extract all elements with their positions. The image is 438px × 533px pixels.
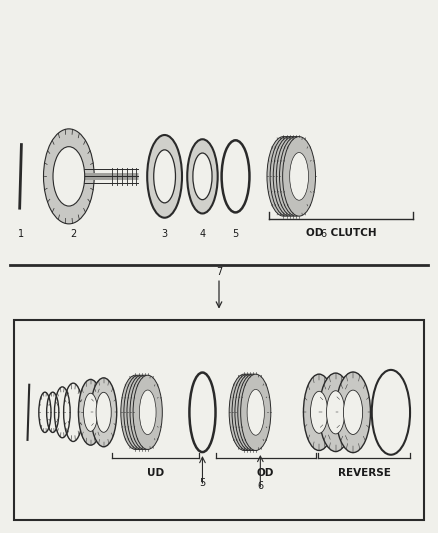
Ellipse shape <box>336 372 371 453</box>
Text: 5: 5 <box>199 478 205 488</box>
Ellipse shape <box>267 136 300 216</box>
Ellipse shape <box>286 152 305 200</box>
Ellipse shape <box>193 153 212 200</box>
Ellipse shape <box>238 374 268 450</box>
Text: OD  CLUTCH: OD CLUTCH <box>306 228 376 238</box>
Ellipse shape <box>96 392 111 432</box>
Ellipse shape <box>283 136 315 216</box>
Ellipse shape <box>273 136 306 216</box>
Ellipse shape <box>311 391 328 433</box>
Ellipse shape <box>53 147 85 206</box>
Ellipse shape <box>276 136 309 216</box>
Text: 7: 7 <box>216 267 222 277</box>
Ellipse shape <box>304 374 335 450</box>
Ellipse shape <box>236 390 253 435</box>
Text: 3: 3 <box>162 229 168 239</box>
Ellipse shape <box>121 375 150 449</box>
Text: OD: OD <box>257 468 274 478</box>
Text: 6: 6 <box>257 481 263 491</box>
Ellipse shape <box>244 390 261 435</box>
Ellipse shape <box>343 390 363 434</box>
Text: UD: UD <box>147 468 164 478</box>
Ellipse shape <box>232 374 262 450</box>
Text: REVERSE: REVERSE <box>338 468 391 478</box>
Ellipse shape <box>327 391 345 434</box>
Ellipse shape <box>136 390 153 434</box>
Ellipse shape <box>274 152 293 200</box>
Ellipse shape <box>319 373 352 451</box>
Ellipse shape <box>43 129 94 224</box>
Bar <box>14 319 424 520</box>
Ellipse shape <box>229 374 259 450</box>
Text: 2: 2 <box>70 229 76 239</box>
Ellipse shape <box>139 390 156 434</box>
Ellipse shape <box>127 375 156 449</box>
Ellipse shape <box>279 136 312 216</box>
Ellipse shape <box>280 152 299 200</box>
Ellipse shape <box>130 375 159 449</box>
Text: 4: 4 <box>199 229 205 239</box>
Ellipse shape <box>247 390 265 435</box>
Ellipse shape <box>127 390 144 434</box>
Ellipse shape <box>290 152 308 200</box>
Text: 5: 5 <box>233 229 239 239</box>
Ellipse shape <box>91 378 117 447</box>
Ellipse shape <box>147 135 182 217</box>
Text: 6: 6 <box>320 229 326 239</box>
Ellipse shape <box>239 390 256 435</box>
Ellipse shape <box>133 375 162 449</box>
Ellipse shape <box>235 374 265 450</box>
Ellipse shape <box>133 390 150 434</box>
Ellipse shape <box>187 139 218 214</box>
Text: 1: 1 <box>18 229 24 239</box>
Ellipse shape <box>270 136 303 216</box>
Ellipse shape <box>277 152 296 200</box>
Ellipse shape <box>240 374 271 450</box>
Ellipse shape <box>283 152 302 200</box>
Ellipse shape <box>78 379 103 445</box>
Ellipse shape <box>130 390 147 434</box>
Ellipse shape <box>84 393 98 431</box>
Ellipse shape <box>154 150 176 203</box>
Ellipse shape <box>124 375 153 449</box>
Ellipse shape <box>241 390 258 435</box>
